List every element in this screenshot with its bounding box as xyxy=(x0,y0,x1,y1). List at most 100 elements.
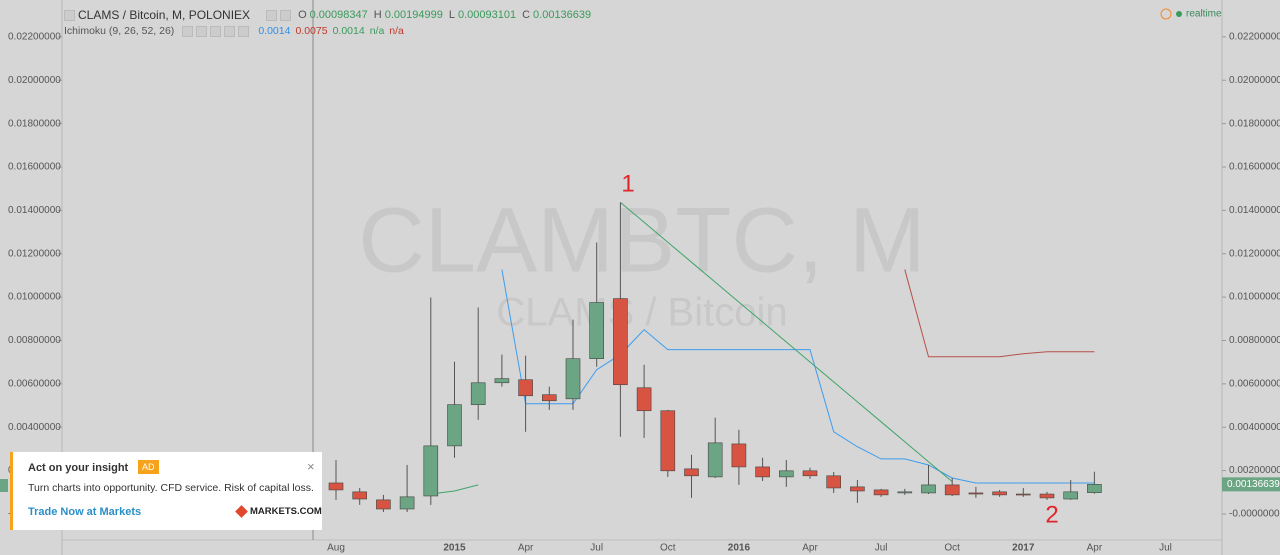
candle-body xyxy=(897,491,913,494)
y-tick-label: 0.00600000 xyxy=(1229,378,1280,389)
y-tick-label: 0.01800000 xyxy=(1229,118,1280,129)
candle-body xyxy=(802,470,818,477)
icon[interactable] xyxy=(266,9,278,21)
ad-link[interactable]: Trade Now at Markets xyxy=(28,506,142,518)
ad-brand[interactable]: MARKETS.COM xyxy=(235,505,322,518)
status: realtime xyxy=(1186,9,1222,20)
y-tick-label: 0.01600000 xyxy=(8,162,61,173)
candle-body xyxy=(565,358,581,400)
candle-body xyxy=(660,410,676,472)
indicator-name: Ichimoku (9, 26, 52, 26) xyxy=(64,25,175,37)
ad-popup[interactable]: Act on your insight AD × Turn charts int… xyxy=(10,452,322,530)
x-tick-label: Oct xyxy=(944,543,960,554)
alert-icon[interactable] xyxy=(1160,8,1172,20)
candle-body xyxy=(826,475,842,489)
annotation: 2 xyxy=(1045,501,1058,528)
candle-body xyxy=(376,499,391,510)
plot xyxy=(328,201,1102,513)
x-tick-label: Jul xyxy=(1159,543,1172,554)
indicator-readout: n/a xyxy=(389,25,404,37)
candle-body xyxy=(992,491,1007,496)
y-tick-label: 0.01000000 xyxy=(1229,292,1280,303)
icon[interactable] xyxy=(64,9,75,21)
y-tick-label: 0.02000000 xyxy=(1229,75,1280,86)
candle-body xyxy=(1087,484,1102,493)
candle-body xyxy=(707,442,723,478)
y-tick-label: 0.02200000 xyxy=(1229,32,1280,43)
icon[interactable] xyxy=(196,25,208,37)
ohlc-value: 0.00093101 xyxy=(457,9,517,21)
x-tick-label: Jul xyxy=(590,543,603,554)
candle-body xyxy=(968,492,984,495)
last-price-box xyxy=(1222,477,1280,492)
candle-body xyxy=(518,379,533,397)
ohlc-key: C xyxy=(522,9,531,21)
candle-body xyxy=(873,489,889,496)
candle-body xyxy=(1039,493,1055,499)
x-tick-label: Apr xyxy=(518,543,534,554)
indicator-readout: 0.0014 xyxy=(332,25,365,37)
ohlc-value: 0.00194999 xyxy=(384,9,443,21)
ohlc-value: 0.00098347 xyxy=(309,9,368,21)
y-tick-label: 0.01800000 xyxy=(8,118,61,129)
candle-body xyxy=(447,404,462,447)
y-tick-label: 0.00400000 xyxy=(1229,422,1280,433)
ad-title: Act on your insight xyxy=(28,462,129,474)
icon[interactable] xyxy=(238,25,250,37)
x-tick-label: 2016 xyxy=(728,543,751,554)
y-tick-label: 0.02200000 xyxy=(8,32,61,43)
candle-body xyxy=(328,482,344,491)
candle-body xyxy=(684,468,699,477)
ohlc-key: L xyxy=(448,9,455,21)
y-tick-label: 0.01600000 xyxy=(1229,162,1280,173)
icon[interactable] xyxy=(224,25,236,37)
icon[interactable] xyxy=(210,25,222,37)
ohlc-key: H xyxy=(373,9,382,21)
ad-brand-text: MARKETS.COM xyxy=(250,506,322,517)
x-tick-label: 2017 xyxy=(1012,543,1035,554)
indicator-line xyxy=(430,201,953,495)
indicator-line xyxy=(501,269,1095,484)
indicator-readout: 0.0014 xyxy=(258,25,291,37)
annotation: 1 xyxy=(621,170,634,197)
candle-body xyxy=(755,466,770,478)
y-tick-label: 0.00800000 xyxy=(1229,335,1280,346)
ohlc-legend: O 0.00098347 H 0.00194999 L 0.00093101 C 0.0013… xyxy=(298,9,597,21)
icon[interactable] xyxy=(182,25,194,37)
header: CLAMS / Bitcoin, M, POLONIEX O 0.00098347… xyxy=(64,8,597,22)
x-tick-label: Apr xyxy=(802,543,818,554)
last-price-label: 0.00136639 xyxy=(1227,479,1280,490)
ad-badge: AD xyxy=(138,460,159,474)
y-tick-label: 0.00600000 xyxy=(8,378,61,389)
x-tick-label: Oct xyxy=(660,543,676,554)
ohlc-value: 0.00136639 xyxy=(533,9,592,21)
indicator-readouts: 0.0014 0.0075 0.0014 n/a n/a xyxy=(258,25,409,37)
candle-body xyxy=(613,298,628,386)
x-tick-label: Apr xyxy=(1087,543,1103,554)
icon[interactable] xyxy=(280,9,292,21)
y-tick-label: 0.01200000 xyxy=(8,248,61,259)
indicator-readout: 0.0075 xyxy=(295,25,328,37)
left-price-box xyxy=(0,479,8,492)
x-tick-label: 2015 xyxy=(443,543,466,554)
candle-body xyxy=(541,394,557,402)
candle-body xyxy=(399,496,415,510)
indicator-line xyxy=(904,269,1095,358)
candle-body xyxy=(1063,491,1078,500)
candle-body xyxy=(589,302,605,359)
candle-body xyxy=(778,470,794,478)
y-tick-label: 0.01400000 xyxy=(1229,205,1280,216)
x-tick-label: Jul xyxy=(875,543,888,554)
candle-body xyxy=(636,387,652,412)
indicator-readout: n/a xyxy=(369,25,385,37)
x-tick-label: Aug xyxy=(327,543,345,554)
ad-close[interactable]: × xyxy=(307,459,315,474)
y-tick-label: 0.00400000 xyxy=(8,422,61,433)
ohlc-key: O xyxy=(298,9,307,21)
y-tick-label: 0.01000000 xyxy=(8,292,61,303)
status-dot xyxy=(1176,11,1182,17)
chart-title: CLAMS / Bitcoin, M, POLONIEX xyxy=(78,8,251,22)
candle-body xyxy=(731,443,747,468)
